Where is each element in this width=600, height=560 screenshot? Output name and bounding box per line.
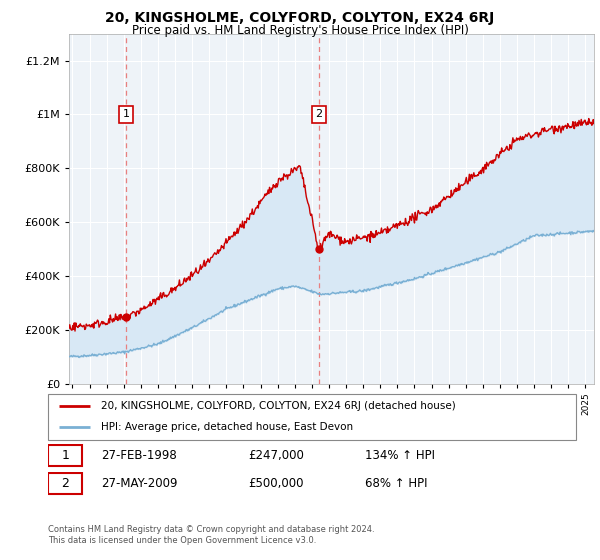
Text: £247,000: £247,000 — [248, 449, 305, 463]
FancyBboxPatch shape — [48, 445, 82, 466]
Text: 27-MAY-2009: 27-MAY-2009 — [101, 477, 178, 491]
Text: £500,000: £500,000 — [248, 477, 304, 491]
Text: Contains HM Land Registry data © Crown copyright and database right 2024.
This d: Contains HM Land Registry data © Crown c… — [48, 525, 374, 545]
Text: 68% ↑ HPI: 68% ↑ HPI — [365, 477, 427, 491]
Text: 20, KINGSHOLME, COLYFORD, COLYTON, EX24 6RJ (detached house): 20, KINGSHOLME, COLYFORD, COLYTON, EX24 … — [101, 401, 455, 411]
Text: 20, KINGSHOLME, COLYFORD, COLYTON, EX24 6RJ: 20, KINGSHOLME, COLYFORD, COLYTON, EX24 … — [106, 11, 494, 25]
FancyBboxPatch shape — [48, 473, 82, 494]
Text: Price paid vs. HM Land Registry's House Price Index (HPI): Price paid vs. HM Land Registry's House … — [131, 24, 469, 36]
Text: 1: 1 — [61, 449, 69, 463]
Text: 27-FEB-1998: 27-FEB-1998 — [101, 449, 176, 463]
Text: 1: 1 — [123, 109, 130, 119]
Text: 134% ↑ HPI: 134% ↑ HPI — [365, 449, 435, 463]
Text: 2: 2 — [61, 477, 69, 491]
Text: HPI: Average price, detached house, East Devon: HPI: Average price, detached house, East… — [101, 422, 353, 432]
FancyBboxPatch shape — [48, 394, 576, 440]
Text: 2: 2 — [315, 109, 322, 119]
